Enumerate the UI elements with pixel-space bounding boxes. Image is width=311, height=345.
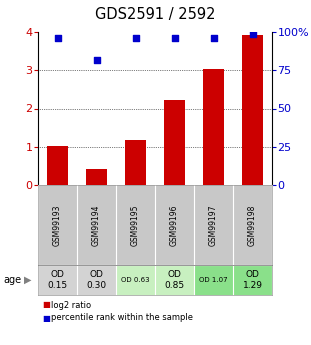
Point [55,35,60,41]
Text: OD 1.07: OD 1.07 [199,277,228,283]
Point [172,35,177,41]
Text: GSM99196: GSM99196 [170,204,179,246]
Text: GSM99198: GSM99198 [248,204,257,246]
Bar [86,169,107,185]
Text: age: age [3,275,21,285]
Bar [164,100,185,185]
Text: log2 ratio: log2 ratio [51,300,91,309]
Text: percentile rank within the sample: percentile rank within the sample [51,314,193,323]
Bar [125,140,146,185]
Bar [242,35,263,185]
Point [250,31,255,36]
Point [133,35,138,41]
Text: GSM99194: GSM99194 [92,204,101,246]
Text: ▶: ▶ [24,275,32,285]
Bar [47,146,68,185]
Text: OD
1.29: OD 1.29 [243,270,262,290]
Text: OD 0.63: OD 0.63 [121,277,150,283]
Bar [203,69,224,185]
Point [94,57,99,62]
Text: OD
0.30: OD 0.30 [86,270,107,290]
Text: OD
0.85: OD 0.85 [165,270,184,290]
Text: ■: ■ [42,300,50,309]
Text: GDS2591 / 2592: GDS2591 / 2592 [95,7,216,21]
Text: OD
0.15: OD 0.15 [48,270,67,290]
Text: GSM99195: GSM99195 [131,204,140,246]
Text: GSM99193: GSM99193 [53,204,62,246]
Text: GSM99197: GSM99197 [209,204,218,246]
Text: ■: ■ [42,314,50,323]
Point [211,35,216,41]
